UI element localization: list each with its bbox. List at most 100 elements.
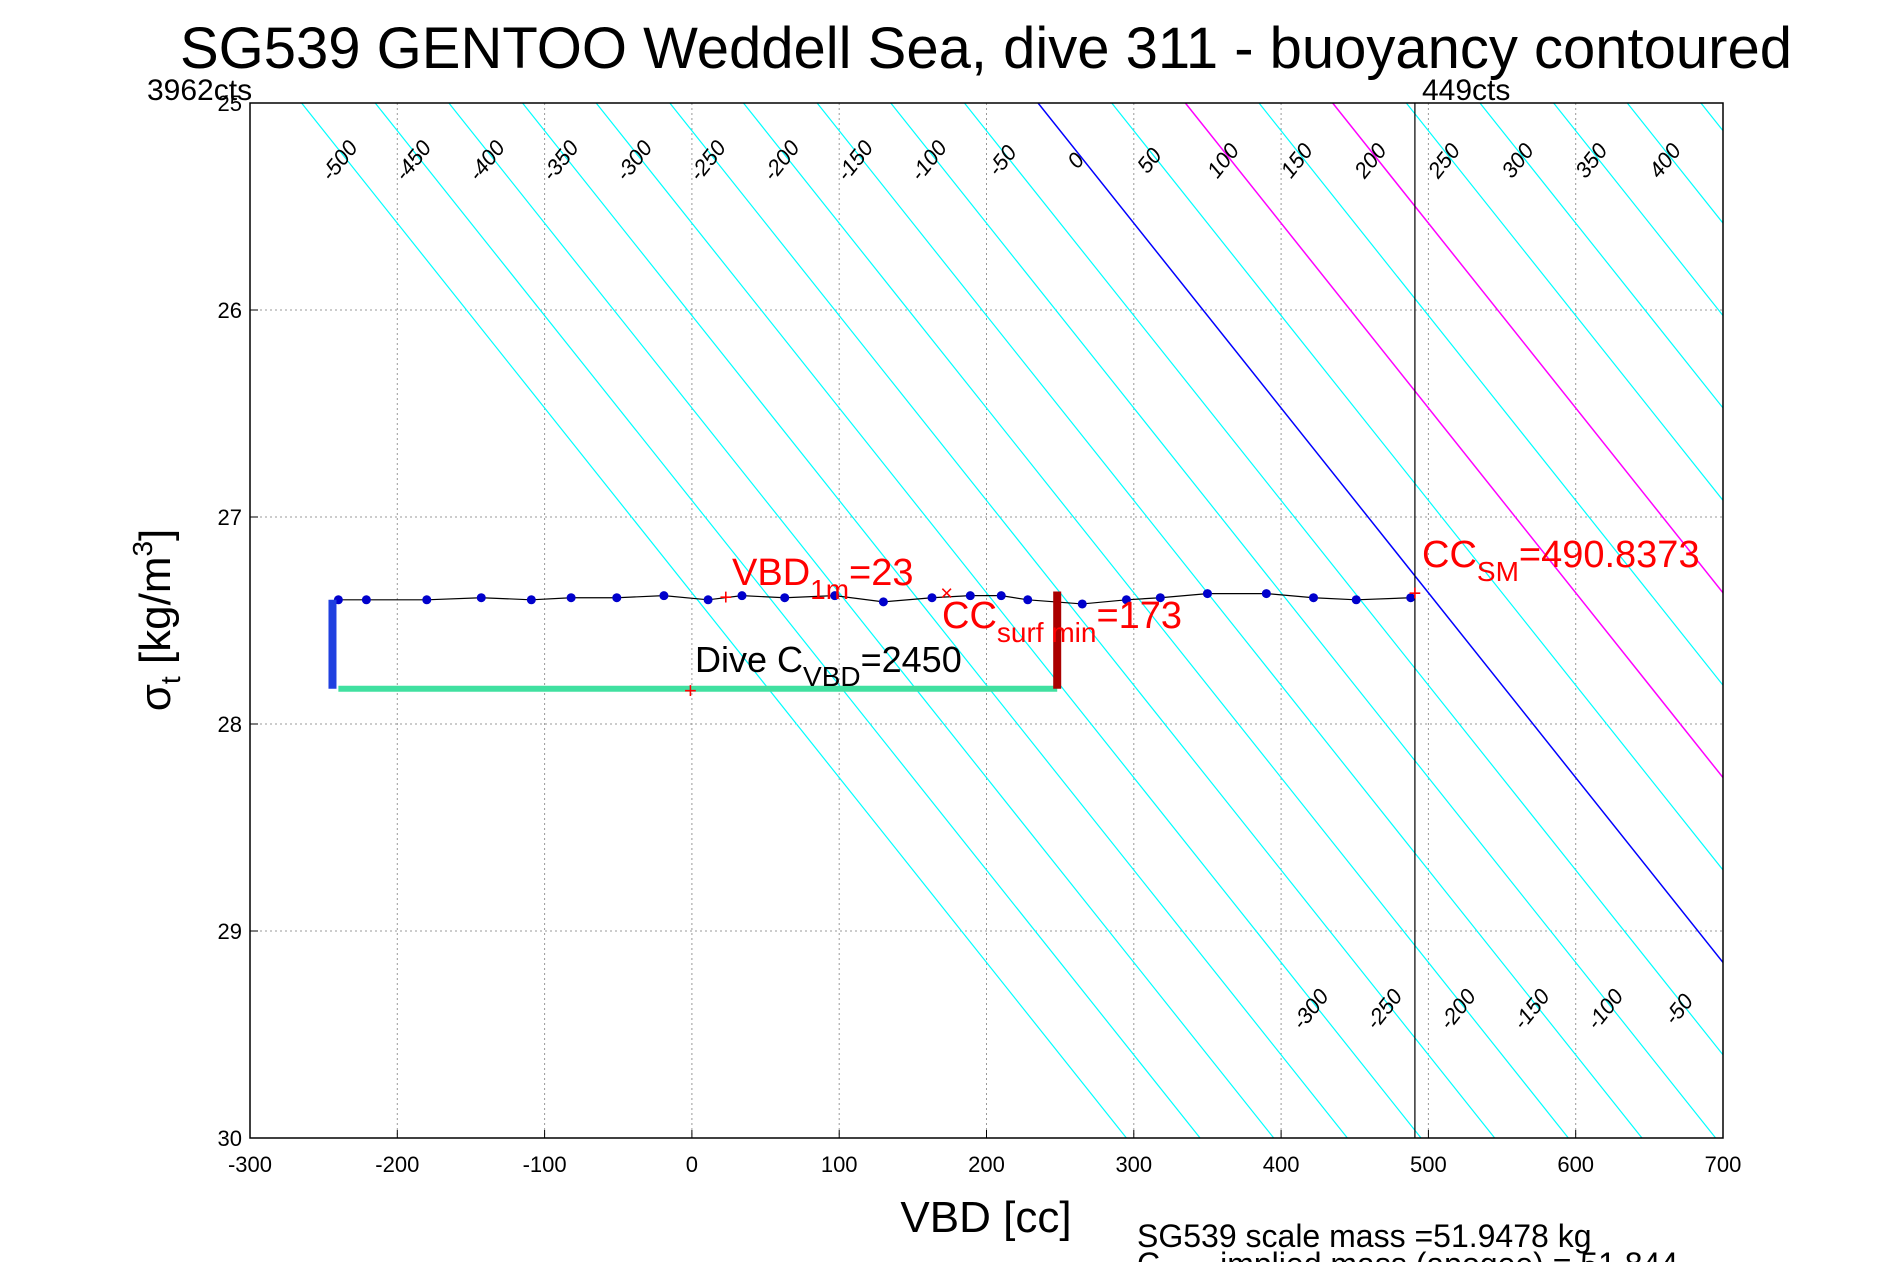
annotation-dive-c-vbd: Dive CVBD=2450 (695, 639, 962, 692)
y-axis-units: [kg/m (131, 557, 180, 677)
series-point (1406, 593, 1416, 603)
y-tick-label: 29 (218, 919, 242, 944)
x-tick-label: 300 (1115, 1152, 1152, 1177)
buoyancy-contour-line (1626, 103, 1723, 225)
buoyancy-contour-line (890, 103, 1717, 1138)
annotation-ccsm-main: CC (1422, 534, 1477, 576)
buoyancy-contour-line (1111, 103, 1723, 871)
series-point (1023, 595, 1033, 605)
series-point (965, 591, 975, 601)
x-tick-label: 100 (821, 1152, 858, 1177)
buoyancy-contour-line (1405, 103, 1723, 502)
contour-label: -150 (831, 135, 878, 186)
contour-label: -50 (1659, 988, 1699, 1029)
series-point (1261, 589, 1271, 599)
buoyancy-contour-line (1037, 103, 1723, 964)
contour-label: -300 (1287, 984, 1334, 1035)
y-tick-label: 26 (218, 298, 242, 323)
buoyancy-contour-line (595, 103, 1422, 1138)
annotation-cc-surf-min: CCsurf min=173 (942, 595, 1182, 648)
series-point (1351, 595, 1361, 605)
annotation-dive-value: =2450 (861, 639, 962, 680)
x-tick-label: -200 (375, 1152, 419, 1177)
x-axis-label: VBD [cc] (900, 1193, 1071, 1242)
series-point (361, 595, 371, 605)
data-marker: × (940, 581, 953, 606)
data-series (328, 589, 1416, 692)
contour-label: 350 (1570, 138, 1613, 183)
series-point (1121, 595, 1131, 605)
series-point (476, 593, 486, 603)
x-tick-label: -300 (228, 1152, 272, 1177)
note-implied-mass: Cimplied mass (apogee) = 51.844 (1137, 1246, 1678, 1262)
series-point (780, 593, 790, 603)
contour-label: 150 (1275, 138, 1318, 183)
series-point (526, 595, 536, 605)
annotation-dive-main: Dive C (695, 639, 803, 680)
contour-label: -50 (982, 140, 1022, 181)
contour-label: -200 (758, 135, 805, 186)
note-implied-rest: implied mass (apogee) = 51.844 (1220, 1246, 1678, 1262)
series-point (1309, 593, 1319, 603)
buoyancy-contour-line (1775, 103, 1891, 1138)
x-tick-label: 200 (968, 1152, 1005, 1177)
annotation-vbd-main: VBD (732, 552, 810, 594)
x-tick-label: 0 (686, 1152, 698, 1177)
contour-label: -100 (1581, 984, 1628, 1035)
series-point (737, 591, 747, 601)
data-marker: + (684, 678, 697, 703)
data-markers: + × + + (684, 103, 1421, 1138)
contour-label: -500 (316, 135, 363, 186)
series-point (612, 593, 622, 603)
axis-ticks: -300 -200 -100 0 100 200 300 400 500 600 700 25 26 27… (218, 91, 1742, 1177)
buoyancy-contour-line (522, 103, 1348, 1138)
counts-left-label: 3962cts (147, 74, 252, 107)
contour-label: 300 (1496, 138, 1539, 183)
contour-label: -250 (684, 135, 731, 186)
buoyancy-contour-line (816, 103, 1643, 1138)
series-point (927, 593, 937, 603)
contour-label: -450 (389, 135, 436, 186)
contour-label: -300 (610, 135, 657, 186)
annotation-cc-sub: surf min (997, 617, 1097, 648)
y-tick-label: 27 (218, 505, 242, 530)
contour-label: 100 (1202, 138, 1245, 183)
note-implied-main: C (1137, 1246, 1160, 1262)
annotation-ccsm-sub: SM (1477, 556, 1519, 587)
buoyancy-contour-line (374, 103, 1201, 1138)
buoyancy-contour-line (1258, 103, 1723, 687)
contour-label: -100 (905, 135, 952, 186)
buoyancy-contour-line (742, 103, 1569, 1138)
series-point (422, 595, 432, 605)
contour-label: -400 (463, 135, 510, 186)
series-line (338, 592, 1411, 605)
x-tick-label: 700 (1705, 1152, 1742, 1177)
buoyancy-contour-line (1553, 103, 1723, 317)
y-tick-label: 30 (218, 1126, 242, 1151)
annotation-cc-value: =173 (1096, 595, 1182, 637)
series-point (703, 595, 713, 605)
contour-label: 400 (1644, 138, 1687, 183)
contour-label: -250 (1360, 984, 1407, 1035)
buoyancy-contour-line (669, 103, 1496, 1138)
data-marker: + (1408, 581, 1421, 606)
series-point (878, 597, 888, 607)
buoyancy-contour-line (963, 103, 1723, 1056)
chart-title: SG539 GENTOO Weddell Sea, dive 311 - buo… (180, 16, 1792, 81)
series-point (1155, 593, 1165, 603)
y-axis-close: ] (131, 529, 180, 541)
x-tick-label: 500 (1410, 1152, 1447, 1177)
y-tick-label: 25 (218, 91, 242, 116)
annotation-dive-sub: VBD (803, 661, 861, 692)
contour-label: -200 (1434, 984, 1481, 1035)
annotation-vbd-sub: 1m (810, 574, 849, 605)
buoyancy-contour-line (1700, 103, 1723, 132)
buoyancy-contour-line (1184, 103, 1723, 779)
series-point (996, 591, 1006, 601)
y-axis-sub: t (155, 676, 186, 684)
x-tick-label: 400 (1263, 1152, 1300, 1177)
data-marker: + (719, 585, 732, 610)
contour-label: 50 (1132, 142, 1167, 177)
contour-label: -150 (1508, 984, 1555, 1035)
